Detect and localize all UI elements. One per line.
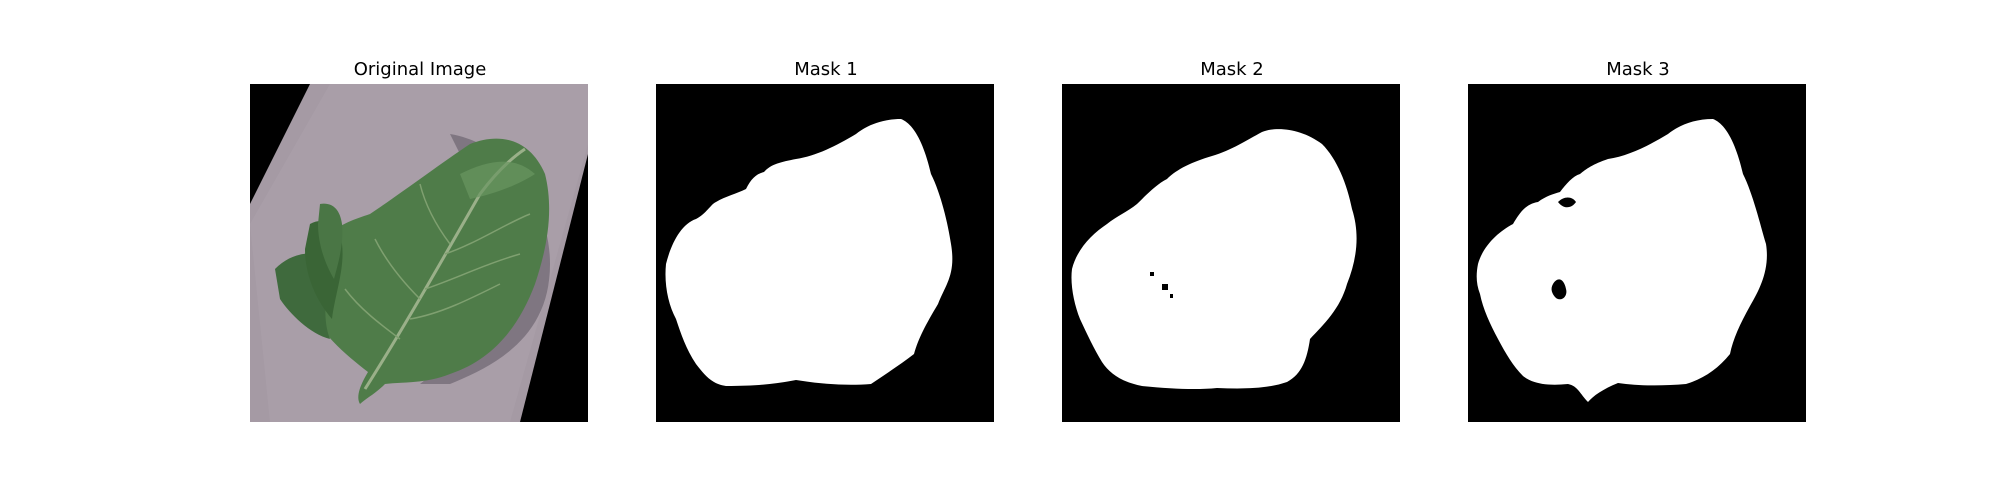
panel-title: Original Image [353, 59, 487, 80]
panel-mask-2: Mask 2 [1062, 56, 1402, 422]
mask-2-image [1062, 84, 1400, 422]
panel-original-image: Original Image [250, 56, 590, 422]
panel-title: Mask 2 [1200, 59, 1264, 80]
panel-title: Mask 3 [1606, 59, 1670, 80]
mask-3-image [1468, 84, 1806, 422]
panel-mask-3: Mask 3 [1468, 56, 1808, 422]
original-image [250, 84, 588, 422]
panel-mask-1: Mask 1 [656, 56, 996, 422]
panel-title: Mask 1 [794, 59, 858, 80]
mask-1-image [656, 84, 994, 422]
